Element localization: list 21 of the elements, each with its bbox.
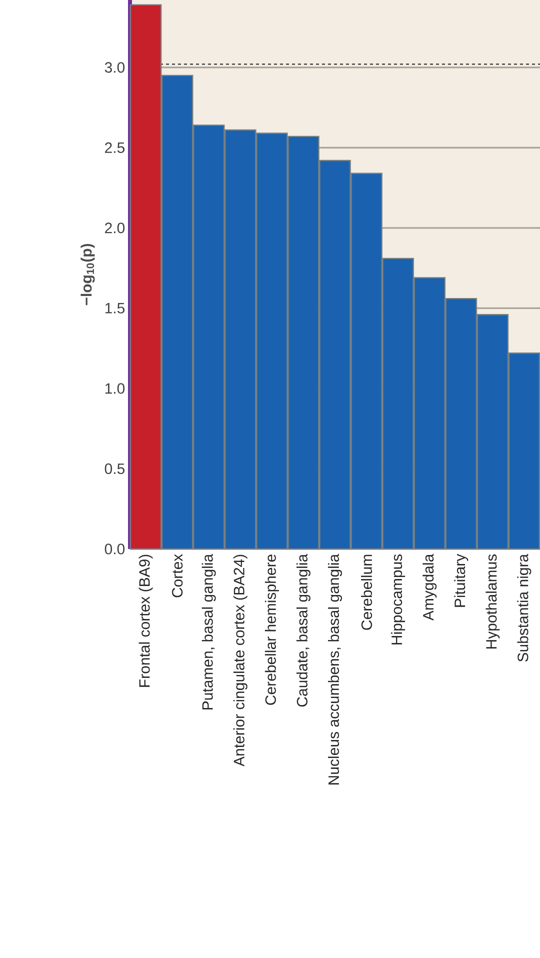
x-tick-label: Substantia nigra <box>517 554 532 662</box>
y-tick-label: 0.5 <box>104 463 125 474</box>
y-tick-label: 0.0 <box>104 544 125 554</box>
y-tick-label: 2.5 <box>105 142 125 153</box>
x-tick-label: Cerebellar hemisphere <box>264 554 279 705</box>
y-axis-title: −log$_{10}$(p) <box>80 244 95 306</box>
x-tick-label: Caudate, basal ganglia <box>296 554 310 707</box>
x-tick-label: Hypothalamus <box>486 554 500 649</box>
x-tick-label: Anterior cingulate cortex (BA24) <box>233 554 248 766</box>
y-tick-label: 1.5 <box>105 302 125 314</box>
x-tick-label: Amygdala <box>422 554 437 621</box>
y-tick-label: 3.0 <box>104 62 125 73</box>
y-tick-label: 2.0 <box>105 222 125 234</box>
x-tick-label: Nucleus accumbens, basal ganglia <box>328 554 342 784</box>
x-tick-label: Pituitary <box>454 554 468 607</box>
x-tick-label: Cerebellum <box>361 554 372 630</box>
x-tick-label: Putamen, basal ganglia <box>202 554 216 710</box>
x-tick-label: Frontal cortex (BA9) <box>138 554 153 687</box>
x-tick-label: Hippocampus <box>391 554 406 644</box>
y-tick-label: 1.0 <box>105 383 125 394</box>
x-tick-label: Cortex <box>172 554 183 598</box>
